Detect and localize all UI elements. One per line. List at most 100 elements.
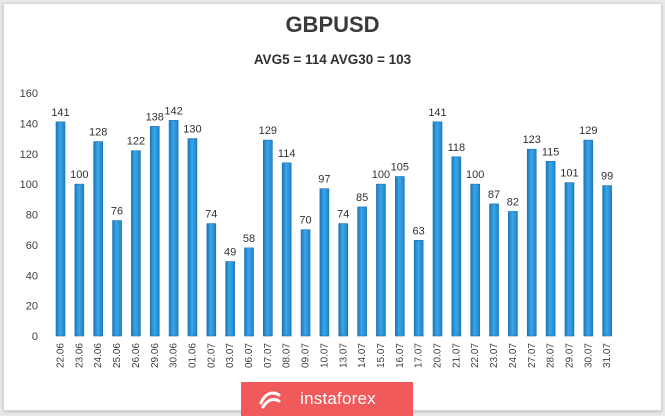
bar [55, 121, 66, 337]
y-axis: 0 20 40 60 80 100 120 140 160 [20, 88, 38, 343]
bar-value-label: 114 [278, 148, 296, 160]
bar [319, 188, 330, 337]
bar [432, 121, 443, 337]
x-tick-label: 21.07 [451, 343, 462, 368]
x-tick-label: 24.06 [93, 343, 104, 368]
bar [338, 223, 349, 337]
bar [149, 126, 160, 337]
y-tick-label: 40 [26, 270, 38, 282]
x-tick-label: 07.07 [263, 343, 274, 368]
bar-value-label: 76 [111, 206, 123, 218]
x-tick-label: 28.07 [546, 343, 557, 368]
bar-value-label: 74 [205, 209, 217, 221]
bar [602, 185, 612, 337]
x-tick-label: 17.07 [414, 343, 425, 368]
bar-value-label: 129 [579, 125, 597, 137]
bar-value-label: 100 [466, 169, 484, 181]
bar [376, 183, 386, 337]
x-tick-label: 29.07 [564, 343, 575, 368]
x-tick-label: 25.06 [112, 343, 123, 368]
bar [131, 150, 141, 337]
bar-value-label: 58 [243, 233, 255, 245]
bar [206, 223, 217, 337]
bar [187, 138, 198, 337]
x-tick-label: 10.07 [319, 343, 330, 368]
y-tick-label: 160 [20, 88, 38, 100]
bar-value-label: 82 [507, 196, 519, 208]
instaforex-logo: instaforex [241, 382, 413, 416]
x-tick-label: 23.07 [489, 343, 500, 368]
chart-title: GBPUSD [285, 12, 380, 37]
bar-value-label: 130 [183, 124, 201, 136]
bar-value-label: 129 [259, 125, 277, 137]
instaforex-logo-icon [259, 391, 281, 409]
x-tick-label: 13.07 [338, 343, 349, 368]
bar-value-label: 63 [413, 225, 425, 237]
x-tick-label: 20.07 [433, 343, 444, 368]
chart-subtitle: AVG5 = 114 AVG30 = 103 [253, 52, 412, 67]
y-tick-label: 140 [20, 118, 38, 130]
x-tick-label: 26.06 [131, 343, 142, 368]
x-tick-label: 22.06 [56, 343, 67, 368]
bar [413, 240, 424, 337]
x-tick-label: 30.06 [169, 343, 180, 368]
bar-value-label: 141 [428, 107, 446, 119]
bar-value-label: 87 [488, 189, 500, 201]
bar-value-label: 115 [542, 146, 560, 158]
bar [583, 139, 594, 337]
bar-value-label: 128 [89, 127, 107, 139]
bar [489, 203, 499, 337]
x-tick-label: 23.06 [74, 343, 85, 368]
bar-value-label: 101 [560, 168, 578, 180]
bar-value-label: 74 [337, 209, 349, 221]
x-tick-label: 24.07 [508, 343, 519, 368]
bar-value-label: 97 [318, 174, 330, 186]
x-tick-label: 29.06 [150, 343, 161, 368]
bar-value-label: 85 [356, 192, 368, 204]
bar-value-label: 138 [146, 111, 164, 123]
bar [545, 161, 556, 337]
logo-text: instaforex [300, 389, 376, 408]
x-axis: 22.06 23.06 24.06 25.06 26.06 29.06 30.06 01.06… [56, 343, 614, 368]
bar [244, 247, 254, 337]
bar-value-label: 100 [70, 169, 88, 181]
bar [526, 148, 537, 337]
bar [394, 176, 405, 337]
bar [451, 156, 462, 337]
x-tick-label: 03.07 [225, 343, 236, 368]
bar [112, 220, 122, 337]
y-tick-label: 20 [26, 301, 38, 313]
x-tick-label: 08.07 [282, 343, 293, 368]
bar-value-label: 122 [127, 136, 145, 148]
y-tick-label: 120 [20, 149, 38, 161]
y-tick-label: 60 [26, 240, 38, 252]
bar-value-label: 49 [224, 247, 236, 259]
bar [225, 261, 235, 337]
x-tick-label: 15.07 [376, 343, 387, 368]
y-tick-label: 100 [20, 179, 38, 191]
bar-value-label: 99 [601, 171, 613, 183]
x-tick-label: 16.07 [395, 343, 406, 368]
x-tick-label: 02.07 [206, 343, 217, 368]
bar-value-label: 118 [448, 142, 466, 154]
x-tick-label: 06.07 [244, 343, 255, 368]
bar-value-label: 70 [299, 215, 311, 227]
x-tick-label: 01.06 [187, 343, 198, 368]
bar [281, 162, 292, 337]
x-tick-label: 22.07 [470, 343, 481, 368]
x-tick-label: 30.07 [583, 343, 594, 368]
bars-group [55, 120, 612, 337]
x-tick-label: 14.07 [357, 343, 368, 368]
bar [564, 182, 575, 337]
x-tick-label: 27.07 [527, 343, 538, 368]
bar-value-label: 105 [391, 162, 409, 174]
bar [508, 211, 518, 337]
y-tick-label: 0 [32, 331, 38, 343]
bar [168, 120, 179, 337]
bar-value-label: 141 [51, 107, 69, 119]
bar-value-label: 123 [523, 134, 541, 146]
bar [470, 183, 481, 337]
bar [300, 229, 311, 337]
x-tick-label: 09.07 [301, 343, 312, 368]
